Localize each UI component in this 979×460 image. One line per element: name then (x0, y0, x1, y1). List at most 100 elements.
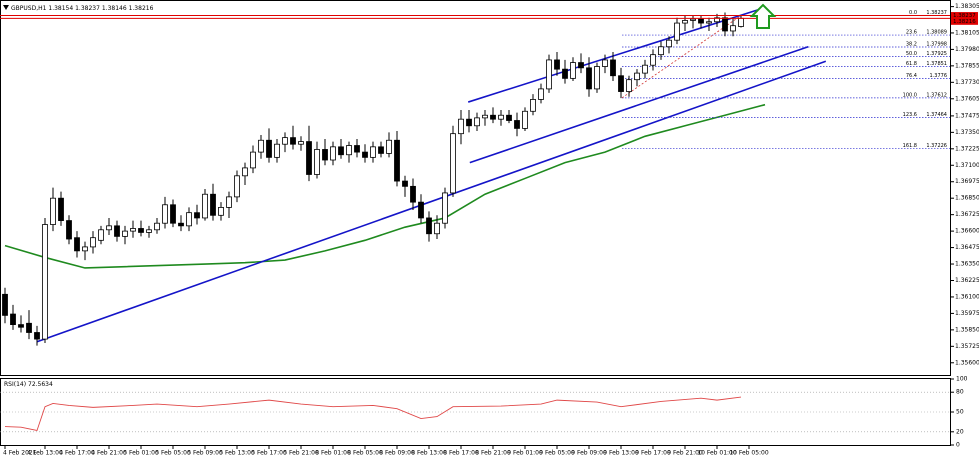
x-tick-label: 9 Feb 21:00 (667, 450, 703, 457)
candle-body (418, 201, 424, 219)
x-tick-label: 9 Feb 05:00 (539, 450, 575, 457)
candle-body (242, 167, 248, 177)
y-tick-label: 1.37855 (955, 62, 979, 69)
candle-body (450, 133, 456, 194)
candle-body (482, 114, 488, 119)
header-low: 1.38146 (102, 5, 127, 12)
candle-body (330, 146, 336, 161)
candle-body (506, 114, 512, 121)
y-tick-label: 1.37475 (955, 112, 979, 119)
y-tick-label: 1.38105 (955, 29, 979, 36)
x-tick-label: 5 Feb 17:00 (251, 450, 287, 457)
candle-body (42, 224, 48, 340)
candle-body (338, 146, 344, 156)
y-tick-label: 1.37980 (955, 46, 979, 53)
x-tick-label: 10 Feb 01:00 (697, 450, 737, 457)
rsi-y-tick-label: 0 (956, 442, 960, 449)
candle-body (90, 237, 96, 248)
fib-price-label: 1.37998 (926, 42, 947, 48)
rsi-y-tick-label: 50 (956, 409, 964, 416)
fib-level-label: 76.4 (906, 73, 917, 79)
candle-body (658, 46, 664, 56)
candle-body (258, 139, 264, 153)
y-tick-label: 1.35975 (955, 310, 979, 317)
candle-body (226, 196, 232, 208)
candle-body (202, 193, 208, 219)
rsi-header: RSI(14) 72.5634 (4, 381, 53, 388)
y-tick-label: 1.36600 (955, 228, 979, 235)
candle-body (554, 59, 560, 70)
candle-body (602, 59, 608, 67)
fib-level-label: 23.6 (906, 30, 917, 36)
rsi-y-tick-label: 100 (956, 376, 968, 383)
x-tick-label: 5 Feb 13:00 (219, 450, 255, 457)
y-tick-label: 1.36350 (955, 261, 979, 268)
candle-body (26, 322, 32, 333)
candle-body (138, 228, 144, 233)
candle-body (402, 180, 408, 187)
x-tick-label: 9 Feb 01:00 (507, 450, 543, 457)
candle-body (106, 225, 112, 231)
x-tick-label: 5 Feb 21:00 (283, 450, 319, 457)
candle-body (514, 120, 520, 129)
y-tick-label: 1.35725 (955, 343, 979, 350)
fib-price-label: 1.38089 (926, 30, 947, 36)
candle-body (322, 149, 328, 161)
candle-body (282, 137, 288, 145)
candle-body (170, 204, 176, 224)
candle-body (306, 141, 312, 175)
y-tick-label: 1.36975 (955, 178, 979, 185)
candle-body (34, 332, 40, 340)
candle-body (370, 146, 376, 158)
rsi-title: RSI(14) (4, 381, 26, 388)
price-label-box (951, 12, 978, 20)
candle-body (578, 62, 584, 69)
price-label: 1.38216 (953, 19, 976, 25)
candle-body (626, 79, 632, 92)
candle-body (538, 88, 544, 100)
y-tick-label: 1.36225 (955, 277, 979, 284)
candle-body (586, 67, 592, 90)
candle-body (562, 68, 568, 79)
candle-body (642, 64, 648, 74)
price-label: 1.38237 (953, 13, 976, 19)
header-marker (3, 5, 9, 10)
candle-body (346, 145, 352, 156)
up-arrow (749, 3, 777, 29)
candle-body (698, 18, 704, 24)
candle-body (546, 59, 552, 90)
rsi-line (4, 396, 742, 432)
candle-body (250, 151, 256, 169)
candle-body (354, 145, 360, 153)
candle-body (362, 151, 368, 158)
candle-body (274, 143, 280, 158)
candle-body (682, 20, 688, 24)
candle-body (386, 139, 392, 154)
candle-body (98, 229, 104, 241)
candle-body (218, 207, 224, 216)
fib-level-label: 0.0 (909, 10, 917, 16)
candle-body (154, 222, 160, 231)
plot-layer: 1.38305 1.38105 1.37980 1.37855 1.37730 1.376… (0, 3, 979, 457)
candle-body (714, 17, 720, 23)
candle-body (266, 139, 272, 158)
rsi-value: 72.5634 (28, 381, 53, 388)
candle-body (610, 59, 616, 77)
y-tick-label: 1.36850 (955, 195, 979, 202)
candle-body (570, 62, 576, 79)
candle-body (290, 137, 296, 145)
candle-body (66, 220, 72, 240)
candle-body (378, 146, 384, 154)
x-tick-label: 4 Feb 2021 (3, 450, 37, 457)
candle-body (210, 193, 216, 216)
fib-price-label: 1.37851 (926, 61, 947, 67)
candle-body (186, 212, 192, 227)
x-tick-label: 9 Feb 13:00 (603, 450, 639, 457)
candle-body (178, 222, 184, 227)
fib-price-label: 1.37925 (926, 51, 947, 57)
chart-title: GBPUSD,H1 (11, 5, 47, 12)
header-close: 1.38216 (129, 5, 154, 12)
y-tick-label: 1.37225 (955, 145, 979, 152)
trend-line (36, 60, 827, 343)
